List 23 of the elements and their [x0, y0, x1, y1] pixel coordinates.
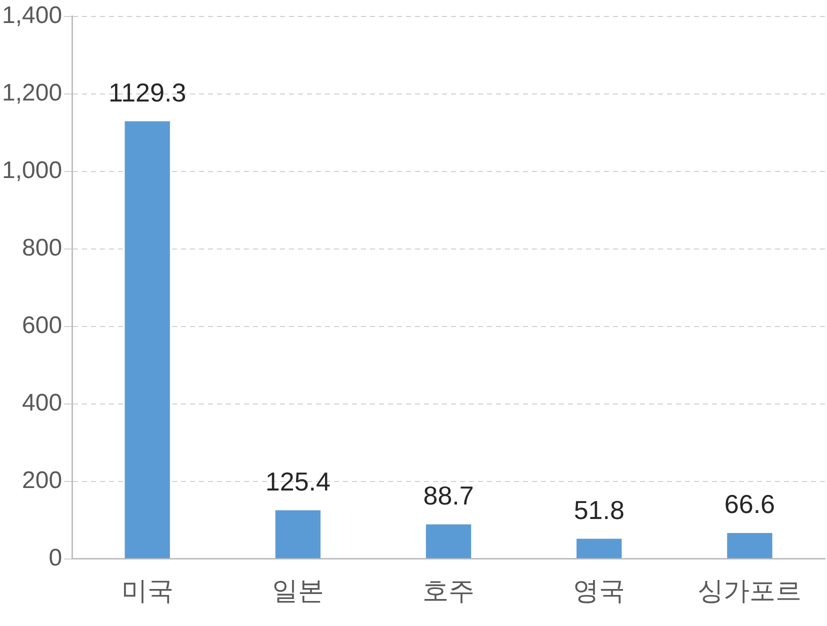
data-label: 1129.3 — [108, 77, 186, 108]
x-tick-label: 싱가포르 — [698, 576, 802, 606]
data-label: 51.8 — [574, 494, 624, 525]
x-tick-label: 호주 — [422, 576, 475, 606]
y-tick-label: 1,200 — [2, 80, 62, 107]
y-tick-label: 0 — [48, 544, 62, 572]
data-label: 125.4 — [265, 466, 330, 496]
bar — [426, 524, 472, 558]
bar — [727, 532, 772, 558]
data-label: 66.6 — [724, 489, 776, 520]
y-tick-label: 1,000 — [2, 156, 62, 184]
y-tick-label: 400 — [22, 389, 62, 416]
bar — [576, 538, 622, 558]
bar — [275, 510, 321, 558]
data-label: 88.7 — [423, 480, 474, 511]
x-tick-label: 영국 — [573, 576, 626, 606]
y-tick-label: 600 — [22, 312, 62, 339]
x-tick-label: 일본 — [272, 576, 324, 606]
y-tick-label: 1,400 — [2, 2, 62, 30]
y-tick-label: 800 — [22, 234, 62, 262]
y-tick-label: 200 — [22, 466, 62, 494]
x-tick-label: 미국 — [121, 576, 174, 606]
bar — [124, 121, 170, 558]
